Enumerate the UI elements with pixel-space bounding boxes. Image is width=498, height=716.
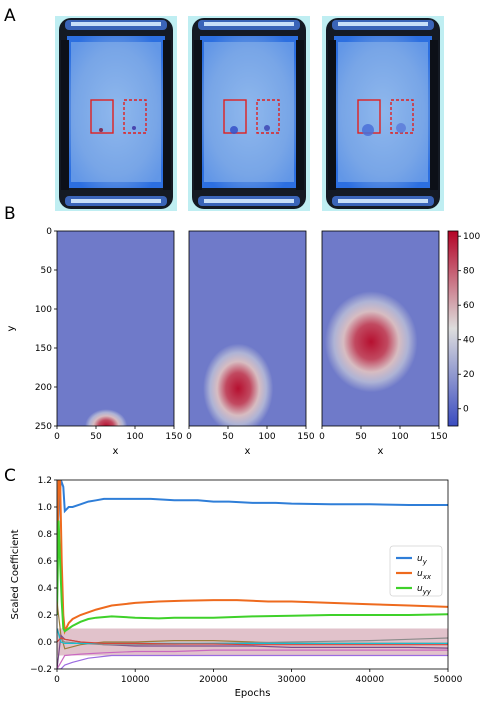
- roi-box-solid: [90, 99, 114, 134]
- x-tick-label: 50000: [434, 675, 463, 685]
- series-6: [57, 654, 448, 669]
- series-8: [57, 628, 448, 644]
- photo-chamber-interior: [71, 42, 161, 182]
- y-tick-label: 0.8: [38, 530, 53, 540]
- colorbar-tick-label: 20: [463, 370, 475, 380]
- photo-left-post: [61, 40, 69, 190]
- x-tick-label: 100: [126, 432, 143, 442]
- y-tick-label: 150: [35, 344, 52, 354]
- legend-label: uy: [417, 554, 428, 566]
- chamber-photo-2: [188, 16, 310, 211]
- series-9: [57, 637, 448, 646]
- x-tick-label: 150: [297, 432, 314, 442]
- y-tick-label: 0.6: [38, 557, 53, 567]
- dye-spot-left: [99, 128, 103, 132]
- x-tick-label: 100: [258, 432, 275, 442]
- heatmap-frame: [56, 230, 175, 427]
- chamber-photo-1: [55, 16, 177, 211]
- y-tick-label: 0.2: [38, 611, 52, 621]
- dye-spot-right: [396, 123, 406, 133]
- y-tick-label: 100: [35, 305, 52, 315]
- x-tick-label: 0: [54, 675, 60, 685]
- x-axis-label: Epochs: [235, 688, 271, 699]
- series-u-yy: [57, 520, 448, 633]
- x-tick-label: 0: [54, 432, 60, 442]
- chamber-photo-svg: [322, 16, 444, 211]
- y-tick-label: 0.0: [38, 638, 53, 648]
- chamber-photo-svg: [55, 16, 177, 211]
- chamber-photo-3: [322, 16, 444, 211]
- dye-spot-left: [230, 126, 238, 134]
- x-tick-label: 0: [186, 432, 192, 442]
- dye-spot-right: [264, 125, 270, 131]
- colorbar-tick-label: 60: [463, 301, 475, 311]
- photo-top-tube-light: [71, 22, 161, 26]
- dye-spot-right: [132, 126, 136, 130]
- x-tick-label: 20000: [199, 675, 228, 685]
- photo-chamber-interior: [204, 42, 294, 182]
- y-tick-label: 1.0: [38, 503, 53, 513]
- photo-right-post: [163, 40, 171, 190]
- y-tick-label: 1.2: [38, 476, 52, 486]
- y-tick-label: 200: [35, 383, 52, 393]
- colorbar-tick-label: 100: [463, 232, 480, 242]
- y-tick-label: 250: [35, 422, 52, 432]
- panel-letter-b: B: [4, 204, 16, 224]
- chamber-photo-svg: [188, 16, 310, 211]
- roi-box-dashed: [390, 99, 414, 134]
- colorbar-tick-label: 40: [463, 336, 475, 346]
- y-tick-label: 0: [46, 227, 52, 237]
- x-tick-label: 50: [222, 432, 234, 442]
- x-axis-label: x: [378, 446, 384, 457]
- photo-top-tube-light: [338, 22, 428, 26]
- photo-right-post: [430, 40, 438, 190]
- x-tick-label: 40000: [355, 675, 384, 685]
- heatmap-blob: [203, 343, 274, 426]
- roi-box-dashed: [256, 99, 280, 134]
- x-tick-label: 30000: [277, 675, 306, 685]
- y-tick-label: 50: [41, 266, 53, 276]
- photo-bottom-tube-light: [204, 199, 294, 203]
- plot-frame: [56, 479, 449, 670]
- photo-top-tube-light: [204, 22, 294, 26]
- panel-letter-a: A: [4, 6, 16, 26]
- x-tick-label: 0: [319, 432, 325, 442]
- photo-left-post: [328, 40, 336, 190]
- x-tick-label: 50: [355, 432, 367, 442]
- photo-chamber-interior: [338, 42, 428, 182]
- colorbar-tick-label: 80: [463, 267, 475, 277]
- y-tick-label: −0.2: [30, 665, 52, 675]
- dye-spot-left: [362, 124, 374, 136]
- heatmap-blob: [324, 291, 418, 393]
- heatmap-frame: [321, 230, 440, 427]
- x-tick-label: 10000: [121, 675, 150, 685]
- y-tick-label: 0.4: [38, 584, 53, 594]
- series-5: [57, 649, 448, 669]
- photo-right-post: [296, 40, 304, 190]
- heatmap-frame: [188, 230, 307, 427]
- series-u-y: [57, 480, 448, 589]
- x-tick-label: 150: [430, 432, 447, 442]
- photo-bottom-tube-light: [71, 199, 161, 203]
- x-axis-label: x: [245, 446, 251, 457]
- y-axis-label: y: [6, 325, 17, 331]
- colorbar: [447, 230, 459, 427]
- series-u-xx: [57, 480, 448, 635]
- x-tick-label: 100: [391, 432, 408, 442]
- roi-box-dashed: [123, 99, 147, 134]
- panel-letter-c: C: [4, 466, 16, 486]
- photo-left-post: [194, 40, 202, 190]
- photo-bottom-tube-light: [338, 199, 428, 203]
- heatmap-background: [57, 231, 174, 426]
- heatmap-blob: [85, 409, 128, 426]
- x-tick-label: 50: [90, 432, 102, 442]
- y-axis-label: Scaled Coefficient: [10, 529, 21, 619]
- x-axis-label: x: [113, 446, 119, 457]
- colorbar-tick-label: 0: [463, 405, 469, 415]
- x-tick-label: 150: [165, 432, 182, 442]
